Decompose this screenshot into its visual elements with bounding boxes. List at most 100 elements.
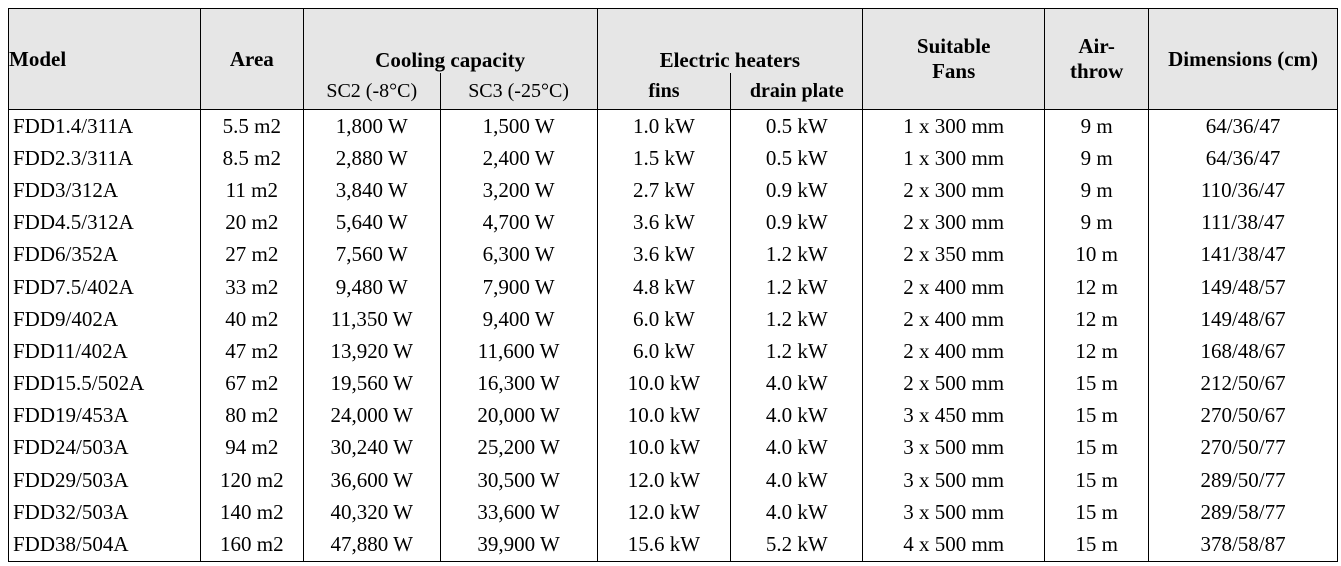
cell-fans: 2 x 400 mm	[862, 270, 1046, 304]
header-fins: fins	[596, 73, 732, 110]
spec-table: Model Area Cooling capacity Electric hea…	[8, 8, 1338, 562]
cell-dimensions: 212/50/67	[1148, 367, 1338, 400]
cell-dimensions: 110/36/47	[1148, 174, 1338, 207]
table-row: FDD7.5/402A 33 m2 9,480 W 7,900 W 4.8 kW 1.2 …	[8, 270, 1338, 304]
cell-air-throw: 12 m	[1044, 303, 1150, 336]
header-model: Model	[8, 8, 201, 110]
cell-air-throw: 12 m	[1044, 270, 1150, 304]
cell-area: 94 m2	[199, 431, 304, 465]
cell-model: FDD38/504A	[8, 528, 201, 562]
table-row: FDD32/503A 140 m2 40,320 W 33,600 W 12.0 kW 4…	[8, 496, 1338, 529]
cell-dimensions: 64/36/47	[1148, 109, 1338, 143]
cell-model: FDD1.4/311A	[8, 109, 201, 143]
cell-area: 5.5 m2	[199, 109, 304, 143]
cell-sc2: 3,840 W	[302, 174, 441, 207]
cell-sc2: 5,640 W	[302, 206, 441, 239]
cell-sc3: 4,700 W	[439, 206, 598, 239]
cell-sc2: 11,350 W	[302, 303, 441, 336]
cell-drain-plate: 1.2 kW	[730, 303, 864, 336]
table-row: FDD2.3/311A 8.5 m2 2,880 W 2,400 W 1.5 kW 0.5…	[8, 142, 1338, 175]
cell-dimensions: 289/58/77	[1148, 496, 1338, 529]
cell-air-throw: 15 m	[1044, 528, 1150, 562]
cell-sc2: 1,800 W	[302, 109, 441, 143]
cell-area: 33 m2	[199, 270, 304, 304]
cell-dimensions: 270/50/67	[1148, 399, 1338, 432]
cell-model: FDD32/503A	[8, 496, 201, 529]
cell-dimensions: 378/58/87	[1148, 528, 1338, 562]
cell-fans: 2 x 400 mm	[862, 303, 1046, 336]
table-body: FDD1.4/311A 5.5 m2 1,800 W 1,500 W 1.0 kW 0.5…	[8, 109, 1338, 562]
cell-air-throw: 9 m	[1044, 206, 1150, 239]
header-dimensions: Dimensions (cm)	[1148, 8, 1338, 110]
cell-drain-plate: 1.2 kW	[730, 270, 864, 304]
cell-air-throw: 9 m	[1044, 142, 1150, 175]
cell-area: 140 m2	[199, 496, 304, 529]
cell-fins: 3.6 kW	[596, 238, 732, 271]
cell-dimensions: 149/48/57	[1148, 270, 1338, 304]
cell-sc3: 33,600 W	[439, 496, 598, 529]
cell-fins: 1.0 kW	[596, 109, 732, 143]
cell-model: FDD4.5/312A	[8, 206, 201, 239]
cell-fans: 3 x 500 mm	[862, 464, 1046, 497]
header-suitable-fans: Suitable Fans	[862, 8, 1046, 110]
cell-air-throw: 15 m	[1044, 496, 1150, 529]
cell-drain-plate: 4.0 kW	[730, 496, 864, 529]
cell-sc2: 40,320 W	[302, 496, 441, 529]
table-row: FDD38/504A 160 m2 47,880 W 39,900 W 15.6 kW 5…	[8, 528, 1338, 562]
table-header: Model Area Cooling capacity Electric hea…	[8, 8, 1338, 110]
cell-drain-plate: 5.2 kW	[730, 528, 864, 562]
cell-model: FDD2.3/311A	[8, 142, 201, 175]
cell-fins: 15.6 kW	[596, 528, 732, 562]
table-row: FDD24/503A 94 m2 30,240 W 25,200 W 10.0 kW 4.…	[8, 431, 1338, 465]
cell-sc3: 2,400 W	[439, 142, 598, 175]
cell-sc3: 7,900 W	[439, 270, 598, 304]
cell-drain-plate: 1.2 kW	[730, 238, 864, 271]
cell-area: 120 m2	[199, 464, 304, 497]
header-area: Area	[199, 8, 304, 110]
cell-fans: 3 x 500 mm	[862, 431, 1046, 465]
cell-air-throw: 9 m	[1044, 109, 1150, 143]
cell-fans: 2 x 300 mm	[862, 206, 1046, 239]
cell-dimensions: 141/38/47	[1148, 238, 1338, 271]
header-cooling-capacity: Cooling capacity	[302, 8, 598, 73]
cell-drain-plate: 4.0 kW	[730, 464, 864, 497]
cell-fans: 2 x 400 mm	[862, 335, 1046, 368]
header-air-throw: Air-throw	[1044, 8, 1150, 110]
cell-fans: 3 x 450 mm	[862, 399, 1046, 432]
cell-model: FDD3/312A	[8, 174, 201, 207]
header-sc3: SC3 (-25°C)	[439, 73, 598, 110]
cell-area: 11 m2	[199, 174, 304, 207]
cell-area: 40 m2	[199, 303, 304, 336]
cell-drain-plate: 0.9 kW	[730, 174, 864, 207]
cell-dimensions: 270/50/77	[1148, 431, 1338, 465]
cell-fins: 6.0 kW	[596, 303, 732, 336]
table-row: FDD19/453A 80 m2 24,000 W 20,000 W 10.0 kW 4.…	[8, 399, 1338, 432]
cell-air-throw: 15 m	[1044, 431, 1150, 465]
cell-fans: 4 x 500 mm	[862, 528, 1046, 562]
cell-drain-plate: 0.5 kW	[730, 142, 864, 175]
cell-sc3: 16,300 W	[439, 367, 598, 400]
cell-sc2: 36,600 W	[302, 464, 441, 497]
cell-drain-plate: 4.0 kW	[730, 367, 864, 400]
cell-fins: 10.0 kW	[596, 399, 732, 432]
cell-fins: 10.0 kW	[596, 431, 732, 465]
cell-fans: 1 x 300 mm	[862, 142, 1046, 175]
table-row: FDD9/402A 40 m2 11,350 W 9,400 W 6.0 kW 1.2 k…	[8, 303, 1338, 336]
cell-dimensions: 168/48/67	[1148, 335, 1338, 368]
cell-sc3: 30,500 W	[439, 464, 598, 497]
cell-sc2: 47,880 W	[302, 528, 441, 562]
cell-sc3: 20,000 W	[439, 399, 598, 432]
cell-fins: 12.0 kW	[596, 496, 732, 529]
cell-sc3: 6,300 W	[439, 238, 598, 271]
cell-drain-plate: 4.0 kW	[730, 431, 864, 465]
cell-drain-plate: 0.5 kW	[730, 109, 864, 143]
cell-area: 27 m2	[199, 238, 304, 271]
table-row: FDD29/503A 120 m2 36,600 W 30,500 W 12.0 kW 4…	[8, 464, 1338, 497]
cell-fans: 2 x 500 mm	[862, 367, 1046, 400]
cell-drain-plate: 0.9 kW	[730, 206, 864, 239]
table-row: FDD15.5/502A 67 m2 19,560 W 16,300 W 10.0 kW…	[8, 367, 1338, 400]
table-row: FDD4.5/312A 20 m2 5,640 W 4,700 W 3.6 kW 0.9 …	[8, 206, 1338, 239]
header-electric-heaters: Electric heaters	[596, 8, 864, 73]
header-sc2: SC2 (-8°C)	[302, 73, 441, 110]
cell-air-throw: 9 m	[1044, 174, 1150, 207]
